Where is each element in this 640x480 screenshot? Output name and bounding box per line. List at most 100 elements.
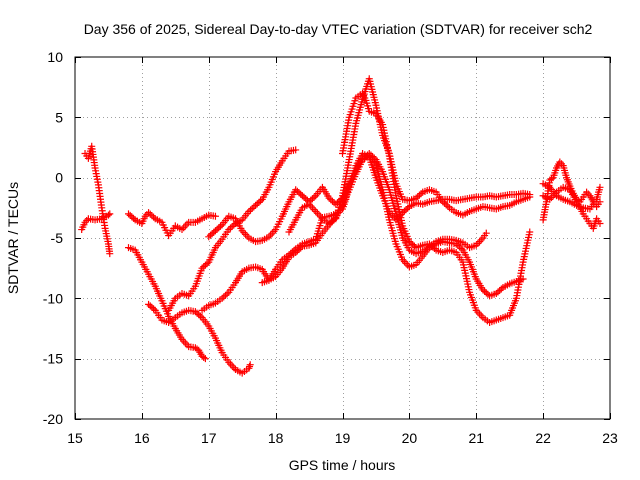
data-point: [218, 294, 226, 302]
data-point: [290, 246, 298, 254]
data-point: [248, 204, 256, 212]
data-point: [193, 309, 201, 317]
data-point: [225, 226, 233, 234]
data-point: [482, 289, 490, 297]
data-point: [150, 213, 158, 221]
data-point: [457, 245, 465, 253]
data-point: [223, 290, 231, 298]
axis-ticks: 15 16 17 18 19 20 21 22 23 -20 -15 -10 -5 0 5 10: [43, 49, 618, 446]
y-axis-label: SDTVAR / TECUs: [5, 182, 21, 294]
chart-title: Day 356 of 2025, Sidereal Day-to-day VTE…: [84, 21, 593, 37]
data-point: [148, 303, 156, 311]
data-point: [454, 242, 462, 250]
data-point: [440, 199, 448, 207]
data-point: [201, 261, 209, 269]
data-point: [409, 241, 417, 249]
data-point: [444, 202, 452, 210]
data-point: [494, 288, 502, 296]
data-point: [492, 290, 500, 298]
data-point: [297, 190, 305, 198]
data-point: [211, 212, 219, 220]
data-point: [404, 204, 412, 212]
data-point: [148, 212, 156, 220]
data-point: [327, 196, 335, 204]
y-tick-label: -10: [43, 290, 63, 306]
data-point: [201, 355, 209, 363]
data-point: [325, 194, 333, 202]
data-point: [410, 242, 418, 250]
y-tick-label: 0: [55, 170, 63, 186]
data-point: [257, 197, 265, 205]
data-point: [425, 240, 433, 248]
x-tick-label: 22: [535, 430, 551, 446]
data-point: [210, 228, 218, 236]
data-point: [205, 233, 213, 241]
data-point: [526, 228, 534, 236]
data-point: [104, 211, 112, 219]
data-point: [106, 210, 114, 218]
data-point: [208, 230, 216, 238]
data-point: [145, 209, 153, 217]
data-point: [246, 361, 254, 369]
data-point: [412, 194, 420, 202]
data-point: [221, 291, 229, 299]
data-point: [456, 243, 464, 251]
data-point: [496, 286, 504, 294]
data-point: [429, 243, 437, 251]
series-trace-2: [78, 210, 114, 234]
data-point: [146, 210, 154, 218]
x-tick-label: 15: [67, 430, 83, 446]
x-tick-label: 23: [602, 430, 618, 446]
data-point: [295, 189, 303, 197]
data-point: [128, 213, 136, 221]
data-point: [415, 191, 423, 199]
data-point: [220, 293, 228, 301]
data-point: [126, 211, 134, 219]
data-point: [198, 264, 206, 272]
data-point: [216, 222, 224, 230]
data-point: [497, 285, 505, 293]
x-tick-label: 20: [402, 430, 418, 446]
data-point: [292, 146, 300, 154]
x-axis-label: GPS time / hours: [289, 457, 396, 473]
data-point: [414, 193, 422, 201]
data-point: [547, 175, 555, 183]
data-point: [479, 286, 487, 294]
data-point: [300, 193, 308, 201]
data-point: [130, 214, 138, 222]
data-point: [427, 242, 435, 250]
y-tick-label: -5: [51, 230, 64, 246]
data-point: [482, 229, 490, 237]
series-trace-10: [285, 75, 534, 236]
data-point: [230, 221, 238, 229]
data-point: [150, 305, 158, 313]
data-point: [400, 207, 408, 215]
plot-area: [78, 75, 604, 377]
data-point: [206, 231, 214, 239]
data-point: [213, 225, 221, 233]
data-point: [405, 238, 413, 246]
series-trace-5: [145, 300, 254, 377]
data-point: [255, 198, 263, 206]
data-point: [228, 223, 236, 231]
data-point: [146, 302, 154, 310]
data-point: [596, 220, 604, 228]
series-trace-14: [539, 183, 604, 232]
data-point: [402, 206, 410, 214]
data-point: [328, 197, 336, 205]
data-point: [417, 190, 425, 198]
series-trace-4: [125, 209, 219, 240]
data-point: [302, 195, 310, 203]
y-tick-label: -15: [43, 351, 63, 367]
data-point: [211, 227, 219, 235]
data-point: [285, 251, 293, 259]
grid: [75, 57, 610, 419]
data-point: [452, 240, 460, 248]
data-point: [484, 290, 492, 298]
data-point: [310, 193, 318, 201]
data-point: [200, 263, 208, 271]
data-point: [247, 206, 255, 214]
data-point: [293, 187, 301, 195]
data-point: [195, 311, 203, 319]
